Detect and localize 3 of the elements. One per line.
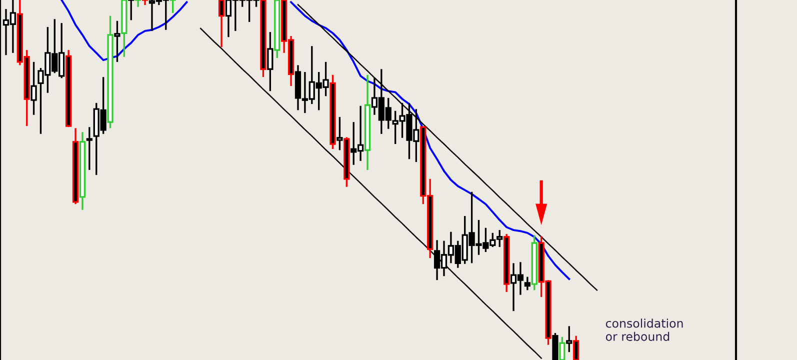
candlestick <box>524 276 530 291</box>
candlestick <box>86 126 92 171</box>
annotation: consolidation or rebound <box>606 318 683 341</box>
